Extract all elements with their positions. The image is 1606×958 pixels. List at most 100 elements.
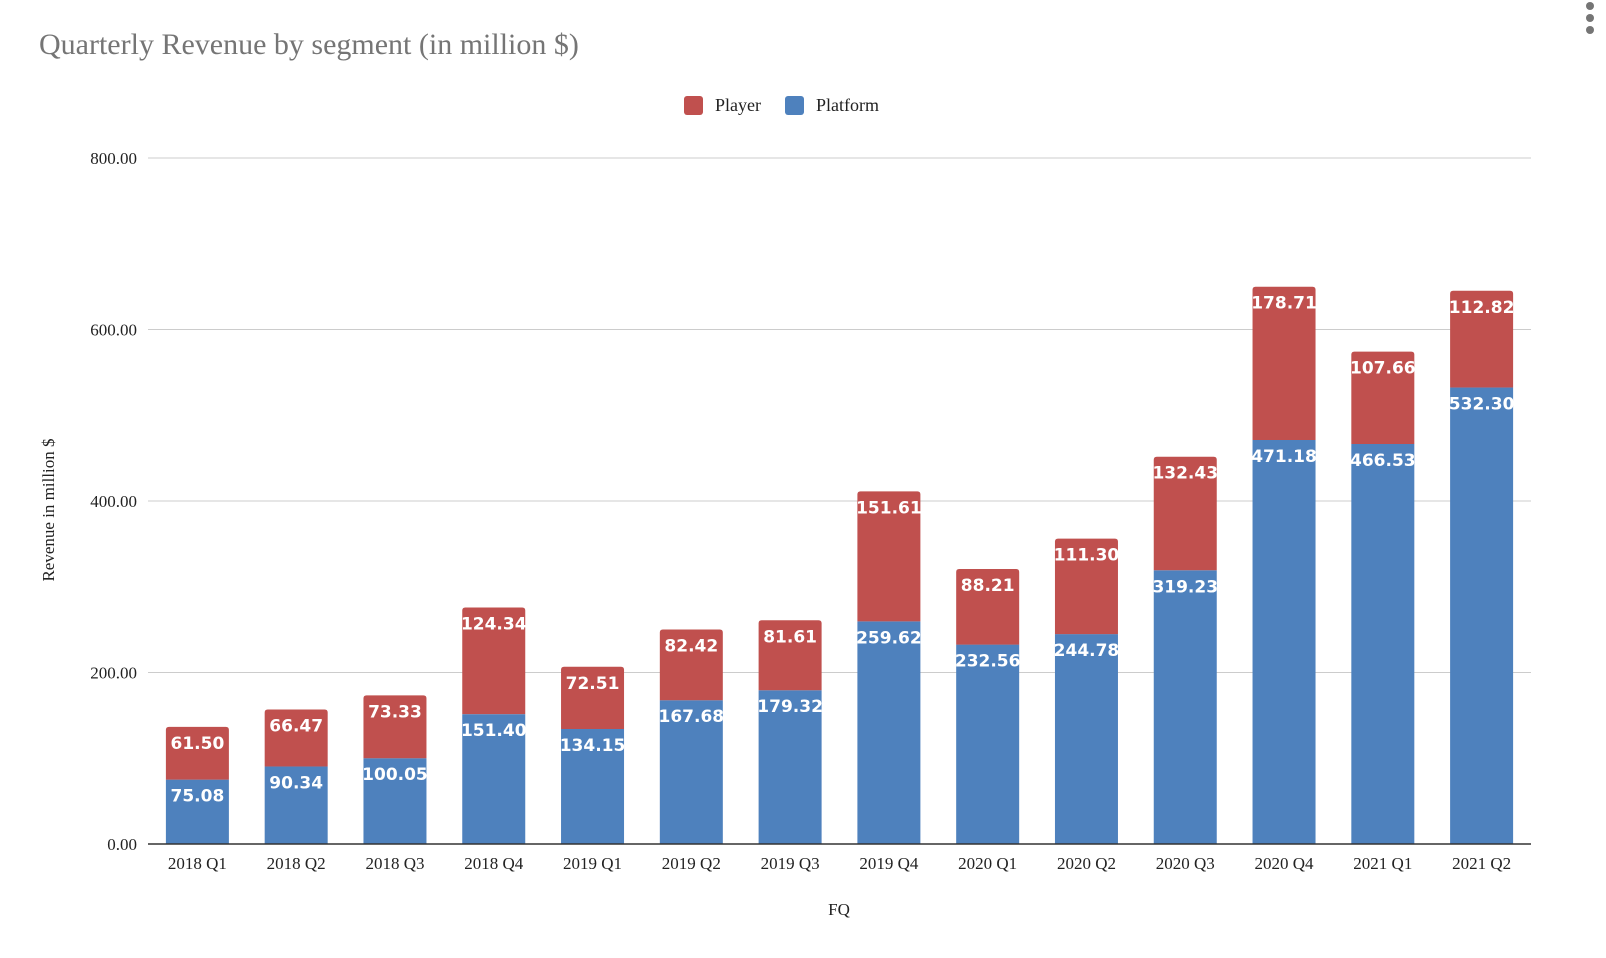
bar-segment-platform: 167.68 xyxy=(659,700,725,844)
y-tick-label: 800.00 xyxy=(90,149,137,168)
bar-platform xyxy=(1054,634,1118,844)
data-label-player: 81.61 xyxy=(763,627,817,647)
y-tick-label: 200.00 xyxy=(90,664,137,683)
data-label-player: 61.50 xyxy=(171,734,225,754)
x-tick-label: 2018 Q3 xyxy=(365,854,424,873)
data-label-platform: 179.32 xyxy=(757,697,823,717)
bar-segment-platform: 75.08 xyxy=(165,779,229,844)
x-tick-label: 2018 Q4 xyxy=(464,854,524,873)
data-label-platform: 134.15 xyxy=(560,736,626,756)
y-tick-label: 400.00 xyxy=(90,492,137,511)
chart-title: Quarterly Revenue by segment (in million… xyxy=(39,28,579,61)
bar-platform xyxy=(1450,387,1514,844)
data-label-player: 124.34 xyxy=(461,615,527,635)
x-tick-label: 2020 Q3 xyxy=(1156,854,1215,873)
data-label-platform: 532.30 xyxy=(1449,395,1515,415)
data-label-player: 82.42 xyxy=(664,637,718,657)
data-label-platform: 167.68 xyxy=(659,707,725,727)
data-label-player: 66.47 xyxy=(269,717,323,737)
bar-segment-player: 112.82 xyxy=(1449,290,1515,388)
bar-platform xyxy=(956,644,1020,844)
x-tick-label: 2019 Q1 xyxy=(563,854,622,873)
bar-player xyxy=(659,629,723,701)
bar-segment-player: 82.42 xyxy=(659,629,723,701)
bar-player xyxy=(857,491,921,622)
data-label-platform: 466.53 xyxy=(1350,451,1416,471)
bar-segment-platform: 244.78 xyxy=(1054,634,1119,844)
bar-segment-player: 73.33 xyxy=(363,695,427,759)
y-axis-title: Revenue in million $ xyxy=(39,438,58,581)
x-axis-title: FQ xyxy=(828,900,850,919)
x-tick-label: 2018 Q2 xyxy=(267,854,326,873)
y-tick-label: 600.00 xyxy=(90,321,137,340)
y-tick-label: 0.00 xyxy=(107,835,137,854)
bar-segment-platform: 232.56 xyxy=(955,644,1021,844)
bar-segment-platform: 90.34 xyxy=(264,766,328,844)
x-tick-label: 2021 Q2 xyxy=(1452,854,1511,873)
x-tick-label: 2020 Q1 xyxy=(958,854,1017,873)
bar-segment-player: 66.47 xyxy=(264,709,328,767)
data-label-platform: 75.08 xyxy=(171,787,225,807)
legend-item-platform[interactable]: Platform xyxy=(784,95,879,116)
data-label-platform: 90.34 xyxy=(269,774,323,794)
bar-player xyxy=(165,726,229,780)
bar-player xyxy=(1252,286,1316,440)
bar-platform xyxy=(857,621,921,844)
bar-player xyxy=(462,607,526,715)
data-label-platform: 100.05 xyxy=(362,765,428,785)
data-label-player: 178.71 xyxy=(1251,294,1317,314)
legend-item-player[interactable]: Player xyxy=(684,95,761,116)
bar-segment-player: 88.21 xyxy=(956,568,1020,645)
bar-segment-player: 132.43 xyxy=(1152,456,1218,571)
data-label-platform: 259.62 xyxy=(856,628,922,648)
data-label-platform: 232.56 xyxy=(955,652,1021,672)
data-label-player: 72.51 xyxy=(566,674,620,694)
legend-label-player: Player xyxy=(715,95,761,115)
legend-label-platform: Platform xyxy=(815,95,879,115)
bar-player xyxy=(363,695,427,759)
bar-platform xyxy=(561,728,625,844)
bar-segment-player: 124.34 xyxy=(461,607,527,715)
more-options-button[interactable] xyxy=(1583,0,1597,36)
data-label-platform: 319.23 xyxy=(1152,577,1218,597)
bar-player xyxy=(758,620,822,691)
data-label-player: 132.43 xyxy=(1152,464,1218,484)
bar-segment-platform: 532.30 xyxy=(1449,387,1515,844)
legend-swatch-platform xyxy=(784,96,804,115)
x-tick-label: 2019 Q4 xyxy=(859,854,919,873)
bar-platform xyxy=(165,779,229,844)
bar-segment-platform: 179.32 xyxy=(757,690,823,844)
data-label-player: 88.21 xyxy=(961,576,1015,596)
gridlines xyxy=(148,157,1531,673)
data-label-platform: 471.18 xyxy=(1251,447,1317,467)
bar-platform xyxy=(758,690,822,844)
bar-segment-platform: 100.05 xyxy=(362,758,428,844)
bar-player xyxy=(956,568,1020,645)
x-tick-label: 2020 Q4 xyxy=(1255,854,1315,873)
bar-segment-platform: 319.23 xyxy=(1152,570,1218,844)
x-tick-label: 2018 Q1 xyxy=(168,854,227,873)
chart-legend: Player Platform xyxy=(684,95,903,116)
more-vert-icon-dot xyxy=(1586,26,1594,34)
bar-segment-platform: 134.15 xyxy=(560,728,626,844)
bar-player xyxy=(1153,456,1217,571)
bar-platform xyxy=(363,758,427,844)
x-tick-label: 2021 Q1 xyxy=(1353,854,1412,873)
x-axis-ticks: 2018 Q1 2018 Q2 2018 Q3 2018 Q4 2019 Q1 2019 … xyxy=(168,854,1511,873)
bar-platform xyxy=(1351,443,1415,844)
bar-segment-player: 111.30 xyxy=(1054,538,1119,635)
bar-player xyxy=(561,666,625,729)
data-label-player: 151.61 xyxy=(856,498,922,518)
bar-segment-player: 72.51 xyxy=(561,666,625,729)
bar-platform xyxy=(462,714,526,844)
bar-segment-player: 151.61 xyxy=(856,491,922,622)
data-label-player: 107.66 xyxy=(1350,359,1416,379)
data-label-player: 112.82 xyxy=(1449,298,1515,318)
bar-platform xyxy=(659,700,723,844)
more-vert-icon-dot xyxy=(1586,14,1594,22)
bar-segment-player: 178.71 xyxy=(1251,286,1317,440)
x-tick-label: 2019 Q3 xyxy=(761,854,820,873)
bar-segment-platform: 466.53 xyxy=(1350,443,1416,844)
bar-player xyxy=(1054,538,1118,635)
